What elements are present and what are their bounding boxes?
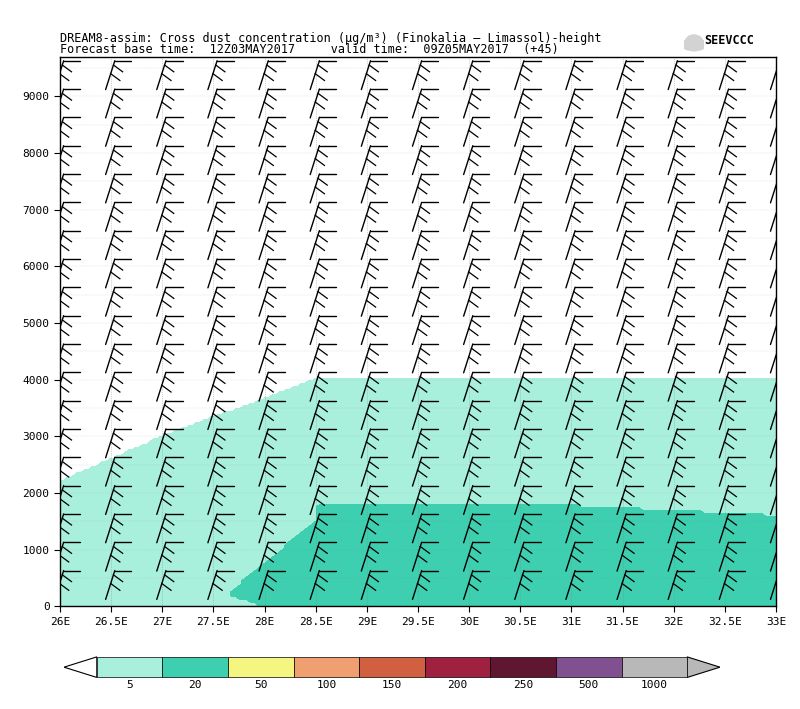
Text: DREAM8-assim: Cross dust concentration (μg/m³) (Finokalia – Limassol)-height: DREAM8-assim: Cross dust concentration (… [60,33,602,45]
Text: 50: 50 [254,679,267,690]
Circle shape [693,39,705,50]
Bar [425,657,490,678]
Text: 250: 250 [513,679,534,690]
Circle shape [685,35,703,51]
Bar [556,657,622,678]
Bar [622,657,687,678]
Text: 200: 200 [447,679,468,690]
Bar [97,657,162,678]
Bar [490,657,556,678]
Polygon shape [687,657,720,678]
Bar [162,657,228,678]
Circle shape [683,39,695,50]
Text: SEEVCCC: SEEVCCC [704,34,754,47]
Polygon shape [64,657,97,678]
Bar [228,657,294,678]
Text: 150: 150 [382,679,402,690]
Text: 500: 500 [578,679,599,690]
Bar [294,657,359,678]
Text: 5: 5 [126,679,133,690]
Text: 20: 20 [189,679,202,690]
Text: 1000: 1000 [641,679,668,690]
Text: 100: 100 [316,679,337,690]
Text: Forecast base time:  12Z03MAY2017     valid time:  09Z05MAY2017  (+45): Forecast base time: 12Z03MAY2017 valid t… [60,43,558,56]
Bar [359,657,425,678]
